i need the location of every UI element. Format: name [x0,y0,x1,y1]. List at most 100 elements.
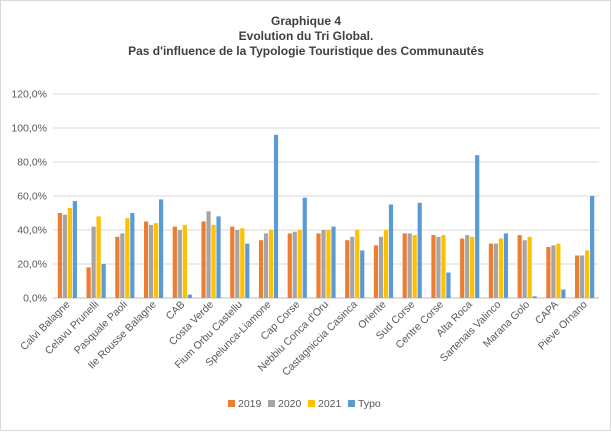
bar-Typo [388,204,394,298]
bar-2019 [460,238,465,298]
bar-Typo [273,134,279,298]
legend: 2019 2020 2021 Typo [228,398,381,410]
bar-2021 [585,250,590,298]
bar-2020 [263,233,269,298]
chart-subtitle-line-2: Pas d'influence de la Typologie Touristi… [128,44,484,58]
bar-2020 [465,235,470,298]
bar-2020 [378,236,384,298]
bar-Typo [302,197,307,298]
bar-2021 [383,230,389,298]
bar-Typo [158,199,164,298]
bar-2020 [292,231,297,298]
chart-subtitle-line-1: Evolution du Tri Global. [239,29,374,43]
bar-Typo [532,296,537,298]
bar-2020 [493,243,499,298]
bars [57,134,595,298]
bar-2021 [355,230,360,298]
y-tick-label: 100,0% [11,123,47,135]
bar-2020 [551,245,556,298]
bar-2019 [258,240,264,298]
bar-2019 [431,235,436,298]
legend-swatch [348,400,355,407]
bar-2019 [517,235,522,298]
bar-Typo [72,201,77,298]
legend-swatch [228,400,235,407]
bar-2021 [527,236,532,298]
bar-2019 [143,221,149,298]
bar-2020 [235,230,240,298]
legend-label: 2020 [278,398,302,410]
gridlines [53,93,599,299]
bar-Typo [216,216,221,298]
bar-2020 [580,255,585,298]
bar-2019 [345,240,350,298]
bar-2019 [575,255,580,298]
bar-2020 [148,224,154,298]
bar-2019 [316,233,321,298]
y-axis-ticks: 0,0% 20,0% 40,0% 60,0% 80,0% 100,0% 120,0% [11,89,47,305]
bar-2019 [115,236,120,298]
bar-2021 [96,216,101,298]
legend-label: 2019 [238,398,262,410]
bar-2020 [206,211,211,298]
bar-Typo [417,202,422,298]
bar-Typo [590,196,595,298]
bar-2019 [57,213,62,298]
bar-2021 [498,238,504,298]
y-tick-label: 40,0% [17,225,47,237]
y-tick-label: 80,0% [17,157,47,169]
bar-2021 [268,230,274,298]
bar-2019 [546,247,551,298]
bar-2019 [172,226,177,298]
bar-2019 [86,267,91,298]
y-tick-label: 0,0% [23,293,47,305]
bar-2020 [436,236,441,298]
bar-Typo [446,272,451,298]
bar-2020 [91,226,96,298]
bar-2021 [556,243,561,298]
bar-2020 [350,236,355,298]
bar-2019 [488,243,494,298]
bar-2021 [67,207,72,298]
bar-Typo [101,264,106,298]
bar-Typo [475,155,480,298]
category-label: CAB [164,299,188,323]
bar-2019 [230,226,235,298]
bar-Typo [503,233,509,298]
bar-2021 [125,218,130,298]
bar-2021 [182,224,187,298]
bar-2021 [211,224,216,298]
bar-2021 [240,228,245,298]
bar-2020 [120,233,125,298]
bar-2019 [287,233,292,298]
bar-2020 [407,233,412,298]
bar-2021 [326,230,331,298]
bar-Typo [561,289,566,298]
bar-2020 [177,230,182,298]
bar-Typo [331,226,336,298]
bar-2021 [153,223,159,298]
legend-swatch [268,400,275,407]
bar-2020 [62,214,67,298]
bar-2020 [522,240,527,298]
bar-2021 [412,235,417,298]
legend-swatch [308,400,315,407]
bar-2021 [441,235,446,298]
bar-Typo [187,294,192,298]
bar-Typo [130,213,135,298]
y-tick-label: 20,0% [17,259,47,271]
legend-label: 2021 [318,398,342,410]
bar-Typo [245,243,250,298]
bar-2019 [201,221,206,298]
bar-2019 [402,233,407,298]
y-tick-label: 60,0% [17,191,47,203]
bar-2021 [297,230,302,298]
chart-title: Graphique 4 [271,14,341,28]
y-tick-label: 120,0% [11,89,47,101]
bar-Typo [360,250,365,298]
bar-2020 [321,230,326,298]
bar-2019 [373,245,379,298]
